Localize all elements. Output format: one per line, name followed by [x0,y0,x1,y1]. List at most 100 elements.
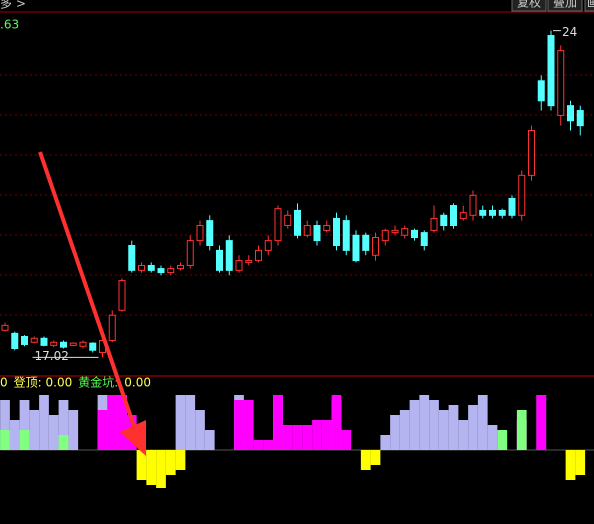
candle-body [128,244,136,271]
indicator-bar [438,410,449,450]
indicator-bar [107,395,118,450]
button-label[interactable]: 画 [587,0,594,10]
indicator-bar [282,425,293,450]
candle-body [323,225,331,231]
indicator-bar [204,430,215,450]
candle-body [518,174,526,216]
indicator-bar [360,450,371,470]
candles: 24 17.02 [1,25,584,363]
candle-body [294,209,301,236]
arrow [38,151,146,456]
candle-body [157,268,165,274]
candle-body [118,280,126,311]
candle-body [235,260,243,271]
candle-body [40,337,48,346]
indicator-bar [0,430,10,450]
candle-body [557,50,565,116]
candle-body [342,220,350,251]
arrow-shaft [38,151,138,433]
button-label[interactable]: 叠加 [553,0,577,10]
indicator-bar [341,430,352,450]
indicator-bar [19,430,30,450]
grid [0,74,594,316]
candle-body [391,229,399,234]
candle-body [567,105,574,122]
indicator-bar [9,420,20,450]
candle-body [401,228,409,236]
indicator-bar [263,440,274,450]
indicator-bar [39,395,49,450]
candle-body [576,110,584,127]
indicator-bar [58,435,69,450]
indicator-bar [516,410,527,450]
nav-label[interactable]: 多 > [0,0,26,11]
candle-body [216,249,223,271]
indicator-bar [136,450,147,480]
indicator-bar [175,395,186,450]
candle-body [547,35,555,107]
indicator-bar [0,400,10,450]
candle-body [11,332,19,349]
candle-body [138,264,145,271]
indicator-bar [292,425,303,450]
indicator-bar [117,395,127,450]
candle-body [50,341,58,346]
price-label: .63 [0,18,19,32]
indicator-bar [146,450,157,485]
indicator-bar [399,410,410,450]
indicator-bar [302,425,313,450]
indicator-bars [0,395,586,488]
indicator-bar [468,405,478,450]
indicator-bar [185,395,196,450]
candle-body [1,324,9,331]
candle-body [313,225,321,242]
button-label[interactable]: 复权 [517,0,541,10]
legend-label: 0.00 [124,376,151,390]
candle-body [537,80,545,102]
indicator-bar [419,395,430,450]
legend-label: 0 [0,376,8,390]
candle-body [459,212,467,219]
low-label: 17.02 [35,349,69,363]
button[interactable] [511,0,547,12]
button[interactable] [584,0,594,12]
candle-body [362,234,370,251]
indicator-legend: 0 登顶: 0.00 黄金坑: 0.00 [0,375,151,390]
candle-body [440,214,448,227]
candle-body [167,268,175,274]
indicator-bar [331,395,342,450]
indicator-bar [409,400,420,450]
candle-body [108,314,116,341]
indicator-bar [195,410,205,450]
indicator-bar [390,415,400,450]
candle-body [21,335,28,345]
indicator-bar [487,425,498,450]
indicator-bar [234,400,244,450]
indicator-bar [58,400,69,450]
candle-body [381,229,389,242]
candle-body [333,217,340,246]
candle-body [196,225,204,242]
button[interactable] [547,0,583,12]
indicator-bar [48,415,59,450]
candle-body [255,249,262,262]
candle-body [508,197,516,216]
candle-body [79,341,87,347]
indicator-bar [497,430,508,450]
indicator-bar [243,400,254,450]
candle-body [245,260,253,263]
candle-body [450,205,457,227]
candle-body [206,220,214,246]
indicator-bar [165,450,176,475]
candle-body [225,240,233,271]
indicator-bar [321,420,332,450]
candle-body [303,225,311,236]
candle-body [89,342,97,351]
candle-body [284,214,292,227]
indicator-bar [429,400,439,450]
indicator-bar [370,450,381,465]
candle-body [469,194,477,216]
candle-body [430,217,438,231]
